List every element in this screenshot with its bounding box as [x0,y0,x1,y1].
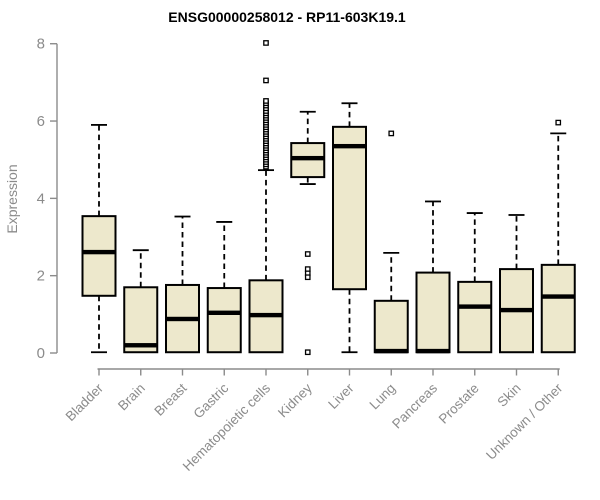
box-unknown-other [540,119,576,354]
x-tick-label-breast: Breast [151,380,189,418]
y-axis: 0 2 4 6 8 [37,36,58,362]
box-gastric [206,221,242,354]
box-bladder [81,124,117,354]
median-line [249,312,283,318]
outlier-point [263,98,269,104]
outlier-point [263,77,269,84]
y-axis-title: Expression [4,164,20,233]
iqr-box [81,215,117,297]
box-hematopoietic-cells [248,40,284,354]
outlier-point [388,130,395,137]
iqr-box [206,287,242,354]
iqr-box [540,263,576,354]
x-tick-label-liver: Liver [325,380,357,412]
y-tick-label: 2 [37,268,45,285]
x-tick-label-kidney: Kidney [275,380,315,420]
x-tick-label-skin: Skin [494,381,523,410]
median-line [207,310,241,315]
outlier-point [263,40,269,46]
box-brain [123,249,159,354]
median-line [124,343,158,348]
median-line [333,143,366,149]
median-line [166,316,199,322]
iqr-box [123,286,159,354]
x-tick-label-lung: Lung [367,381,399,413]
y-tick-label: 0 [37,345,45,362]
x-tick-label-unknown-other: Unknown / Other [483,380,566,463]
iqr-box [457,280,493,354]
iqr-box [415,271,451,354]
x-tick-label-prostate: Prostate [436,381,482,427]
outlier-point [555,119,562,126]
median-line [291,155,325,161]
y-tick-label: 4 [37,190,45,207]
box-kidney [290,110,326,356]
median-line [458,304,492,309]
iqr-box [332,125,367,291]
chart-title: ENSG00000258012 - RP11-603K19.1 [168,9,406,25]
box-breast [165,215,200,354]
box-prostate [457,212,493,354]
outlier-point [304,274,311,281]
box-skin [499,214,534,354]
x-tick-label-gastric: Gastric [191,380,232,421]
plot-area: 0 2 4 6 8 Bladder Brain Breast GastricHematopoie… [37,36,576,474]
median-line [374,348,408,354]
x-tick-label-brain: Brain [115,381,148,414]
y-tick-label: 6 [37,113,45,130]
outlier-point [304,349,311,356]
x-tick-label-bladder: Bladder [63,380,107,424]
median-line [416,348,450,354]
median-line [541,294,575,299]
iqr-box [373,299,409,354]
box-lung [373,130,409,354]
outlier-point [304,251,311,257]
y-tick-label: 8 [37,36,45,53]
median-line [500,307,533,313]
x-tick-label-pancreas: Pancreas [389,380,440,431]
box-liver [332,102,367,354]
box-pancreas [415,200,451,354]
median-line [82,249,116,255]
